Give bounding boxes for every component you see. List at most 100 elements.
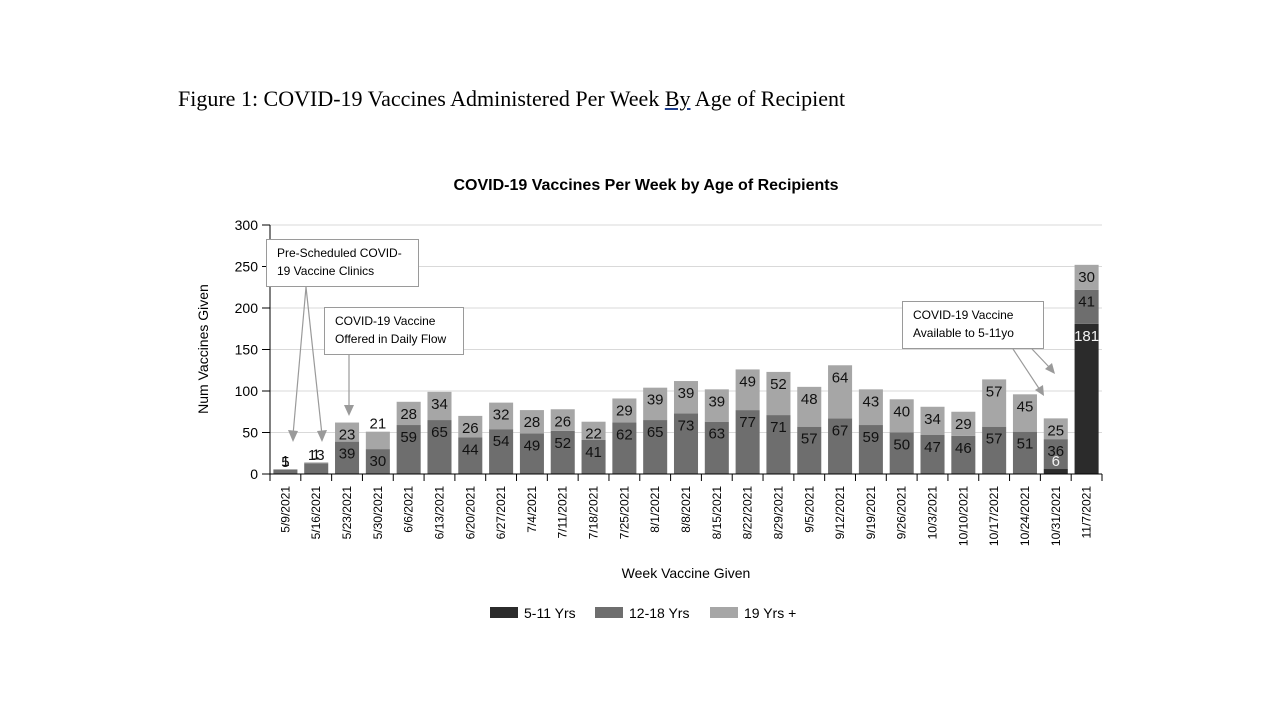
bar-segment: [396, 401, 421, 426]
x-tick-label: 9/5/2021: [802, 486, 816, 533]
y-tick-label: 50: [242, 425, 258, 441]
caption-text-underlined: By: [664, 86, 691, 111]
bar-segment: [519, 433, 544, 474]
y-ticks: 0 50 100 150 200 250 300: [235, 217, 270, 482]
bar-value-label: 34: [924, 411, 941, 428]
x-tick-label: 6/27/2021: [494, 486, 508, 540]
x-tick-label: 5/9/2021: [278, 486, 292, 533]
x-tick-label: 11/7/2021: [1080, 486, 1094, 539]
bar-segment: [951, 435, 976, 474]
bar-value-label: 44: [462, 441, 479, 458]
bar-segment: [797, 426, 822, 474]
bar-value-label: 64: [832, 369, 849, 386]
bar-segment: [828, 418, 853, 474]
bar-segment: [581, 421, 606, 440]
x-tick-label: 5/16/2021: [309, 486, 323, 540]
bar-segment: [304, 463, 329, 474]
bar-segment: [643, 387, 668, 421]
arrow-head: [317, 430, 327, 442]
bar-value-label: 29: [616, 402, 633, 419]
bar-value-label: 30: [1078, 269, 1095, 286]
legend-label: 19 Yrs +: [744, 605, 796, 621]
bar-value-label: 39: [708, 393, 725, 410]
bar-segment: [920, 406, 945, 435]
bar-segment: [335, 441, 360, 474]
bar-value-label: 57: [986, 383, 1003, 400]
bar-value-label: 47: [924, 439, 941, 456]
bar-segment: [427, 420, 452, 474]
bar-value-label: 6: [1052, 453, 1060, 470]
bar-segment: [273, 469, 298, 474]
x-tick-label: 8/8/2021: [679, 486, 693, 533]
bar-segment: [766, 371, 791, 416]
annotation-age-5-11: COVID-19 Vaccine Available to 5-11yo: [902, 301, 1044, 349]
x-tick-label: 9/19/2021: [864, 486, 878, 540]
x-tick-label: 6/13/2021: [432, 486, 446, 540]
legend-swatch: [710, 607, 738, 618]
bar-value-label: 49: [524, 437, 541, 454]
bar-segment: [797, 386, 822, 427]
legend-swatch: [490, 607, 518, 618]
bar-value-label: 181: [1074, 328, 1099, 345]
x-tick-label: 10/10/2021: [956, 486, 970, 546]
bar-value-label: 30: [370, 453, 387, 470]
x-tick-label: 10/31/2021: [1049, 486, 1063, 546]
bar-value-label: 41: [585, 444, 602, 461]
x-tick-label: 8/1/2021: [648, 486, 662, 533]
bar-segment: [335, 422, 360, 442]
bar-value-label: 57: [801, 431, 818, 448]
bar-value-label: 28: [400, 406, 417, 423]
bar-value-label: 1: [312, 446, 320, 463]
y-tick-label: 150: [235, 342, 259, 358]
arrow-head: [344, 405, 354, 416]
bar-value-label: 5: [281, 454, 289, 471]
bar-segment: [704, 389, 729, 422]
bar-value-label: 22: [585, 426, 602, 443]
bar-value-label: 13: [308, 447, 325, 464]
bar-segment: [889, 432, 914, 474]
bar-segment: [612, 398, 637, 423]
bar-value-label: 39: [678, 385, 695, 402]
bar-segment: [1012, 431, 1037, 474]
bar-segment: [458, 437, 483, 474]
bar-value-label: 62: [616, 427, 633, 444]
bar-segment: [951, 411, 976, 436]
bar-value-label: 48: [801, 391, 818, 408]
bar-value-label: 43: [863, 393, 880, 410]
y-tick-label: 0: [250, 466, 258, 482]
bar-value-label: 50: [893, 437, 910, 454]
bar-value-label: 39: [647, 392, 664, 409]
bar-segment: [982, 379, 1007, 427]
bar-value-label: 25: [1047, 422, 1064, 439]
bar-value-label: 51: [1017, 436, 1034, 453]
annotation-pre-scheduled: Pre-Scheduled COVID-19 Vaccine Clinics: [266, 239, 419, 287]
bar-value-label: 46: [955, 440, 972, 457]
bar-value-label: 23: [339, 427, 356, 444]
bar-segment: [858, 425, 883, 474]
bar-value-label: 59: [863, 429, 880, 446]
x-tick-label: 8/29/2021: [771, 486, 785, 540]
bar-segment: [673, 381, 699, 414]
x-tick-label: 7/25/2021: [617, 486, 631, 540]
annotation-arrows: [288, 286, 1055, 442]
x-tick-label: 6/6/2021: [402, 486, 416, 533]
bar-segment: [489, 402, 514, 430]
bar-segment: [766, 415, 791, 474]
arrow-pre-scheduled-2: [305, 286, 323, 436]
bar-segment: [643, 420, 668, 474]
bar-segment: [1074, 264, 1099, 290]
bar-segment: [581, 439, 606, 474]
bar-value-label: 77: [739, 414, 756, 431]
bar-value-label: 71: [770, 419, 787, 436]
y-tick-label: 100: [235, 383, 259, 399]
bar-segment: [458, 415, 483, 438]
y-axis-title: Num Vaccines Given: [195, 284, 211, 414]
bar-segment: [396, 425, 421, 474]
x-tick-label: 5/30/2021: [371, 486, 385, 540]
x-tick-label: 8/15/2021: [710, 486, 724, 540]
arrow-pre-scheduled-1: [292, 286, 307, 436]
bar-segment: [365, 431, 390, 450]
arrow-age-5-11-a: [1012, 348, 1041, 391]
caption-text-before: Figure 1: COVID-19 Vaccines Administered…: [178, 86, 665, 111]
